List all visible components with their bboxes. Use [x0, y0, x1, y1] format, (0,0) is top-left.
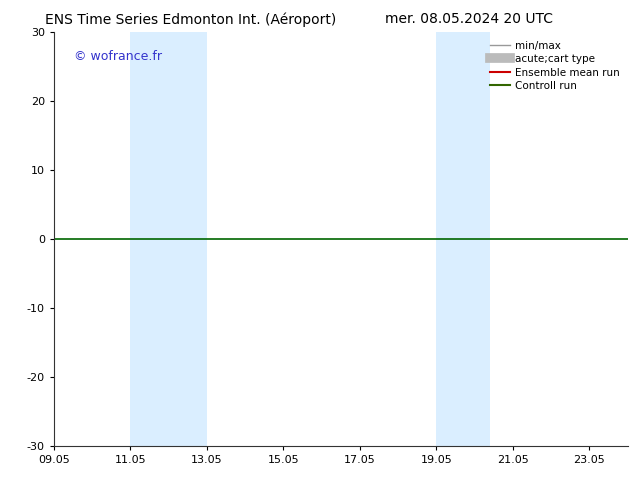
Text: ENS Time Series Edmonton Int. (Aéroport): ENS Time Series Edmonton Int. (Aéroport) — [44, 12, 336, 27]
Text: mer. 08.05.2024 20 UTC: mer. 08.05.2024 20 UTC — [385, 12, 553, 26]
Bar — [436, 32, 490, 446]
Legend: min/max, acute;cart type, Ensemble mean run, Controll run: min/max, acute;cart type, Ensemble mean … — [486, 37, 623, 95]
Text: © wofrance.fr: © wofrance.fr — [74, 50, 162, 64]
Bar — [131, 32, 207, 446]
